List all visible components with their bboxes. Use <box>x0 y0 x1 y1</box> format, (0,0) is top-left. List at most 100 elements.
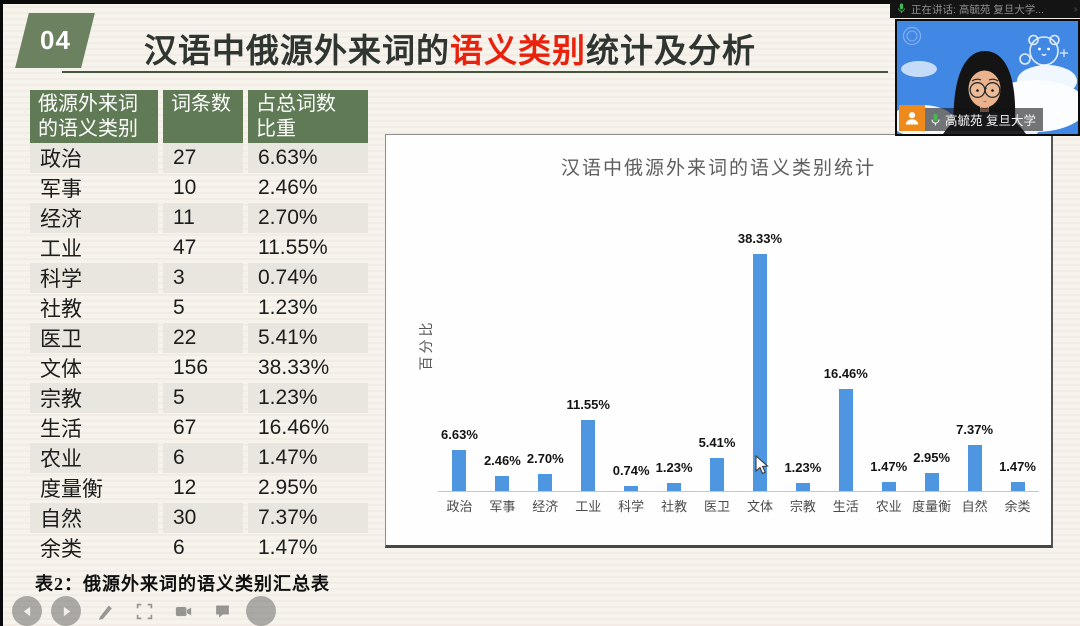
percent-cell: 16.46% <box>258 416 330 439</box>
count-cell: 30 <box>163 503 243 533</box>
bar <box>795 483 810 491</box>
bar-group: 1.23% 社教 <box>653 135 696 545</box>
table-row: 农业 6 1.47% <box>30 443 370 473</box>
percent-cell: 2.95% <box>258 476 318 499</box>
percent-cell: 6.63% <box>248 143 368 173</box>
bear-doodle <box>1019 34 1068 66</box>
x-axis-tick-label: 医卫 <box>704 499 731 514</box>
x-axis-tick-label: 工业 <box>575 499 602 514</box>
bar <box>924 473 939 491</box>
title-underline <box>62 71 888 73</box>
table-header-row: 俄源外来词 的语义类别 词条数 占总词数 比重 <box>30 90 370 143</box>
table-row: 政治 27 6.63% <box>30 143 370 173</box>
bar <box>581 420 596 491</box>
participant-video-tile[interactable]: 高毓苑 复旦大学 <box>895 19 1080 136</box>
participant-mic-icon <box>931 113 940 125</box>
category-cell: 宗教 <box>30 383 158 413</box>
bar <box>881 482 896 491</box>
banner-collapse-icon[interactable]: ›› <box>1073 3 1078 15</box>
slide-title-prefix: 汉语中俄源外来词的 <box>144 34 450 70</box>
bar <box>967 445 982 491</box>
slide-title: 汉语中俄源外来词的语义类别统计及分析 <box>144 24 756 72</box>
bar <box>667 483 682 491</box>
table-row: 医卫 22 5.41% <box>30 323 370 353</box>
bar-value-label: 11.55% <box>566 397 610 412</box>
count-cell: 47 <box>173 236 197 259</box>
bar-value-label: 38.33% <box>737 231 782 246</box>
table-row: 文体 156 38.33% <box>30 353 370 383</box>
bar-group: 16.46% 生活 <box>823 135 868 545</box>
bar-value-label: 1.47% <box>870 459 908 474</box>
bar-group: 1.23% 宗教 <box>781 135 824 545</box>
table-body: 政治 27 6.63% 军事 10 2.46% 经济 11 2.70% 工业 47 11.55% 科学 3… <box>30 143 370 563</box>
bar-value-label: 1.23% <box>655 460 693 475</box>
bar-group: 2.70% 经济 <box>524 135 567 545</box>
y-axis-label: 百分比 <box>418 319 434 371</box>
slide-title-suffix: 统计及分析 <box>586 34 756 70</box>
x-axis-tick-label: 社教 <box>661 499 688 514</box>
x-axis-tick-label: 军事 <box>489 499 516 514</box>
x-axis-tick-label: 余类 <box>1004 499 1031 514</box>
count-cell: 11 <box>163 203 243 233</box>
bar <box>495 476 510 491</box>
annotate-pen-button[interactable] <box>90 596 120 626</box>
table-caption: 表2：俄源外来词的语义类别汇总表 <box>35 574 330 594</box>
percent-cell: 1.47% <box>248 443 368 473</box>
count-cell: 27 <box>163 143 243 173</box>
prev-slide-button[interactable] <box>12 596 42 626</box>
category-cell: 社教 <box>40 297 82 321</box>
bar-group: 2.46% 军事 <box>481 135 524 545</box>
next-slide-button[interactable] <box>51 596 81 626</box>
speaking-banner: 正在讲话: 高毓苑 复旦大学... ›› <box>890 0 1080 18</box>
count-cell: 67 <box>173 416 197 439</box>
university-logo <box>902 26 922 46</box>
table-row: 自然 30 7.37% <box>30 503 370 533</box>
category-cell: 文体 <box>40 357 82 381</box>
bar <box>452 450 467 491</box>
table-header-cell: 俄源外来词 的语义类别 <box>30 90 158 143</box>
speaking-mic-icon <box>898 3 905 14</box>
x-axis-tick-label: 自然 <box>961 499 988 514</box>
percent-cell: 5.41% <box>248 323 368 353</box>
table-row: 工业 47 11.55% <box>30 233 370 263</box>
more-button[interactable] <box>246 596 276 626</box>
bar-group: 2.95% 度量衡 <box>910 135 953 545</box>
category-cell: 科学 <box>30 263 158 293</box>
bar <box>538 474 553 491</box>
category-cell: 度量衡 <box>40 477 103 501</box>
section-number: 04 <box>39 25 71 55</box>
category-cell: 自然 <box>30 503 158 533</box>
speaking-banner-text: 正在讲话: 高毓苑 复旦大学... <box>911 3 1045 16</box>
count-cell: 3 <box>163 263 243 293</box>
camera-button[interactable] <box>168 596 198 626</box>
x-axis-tick-label: 文体 <box>746 499 773 514</box>
bar-value-label: 1.47% <box>999 459 1036 474</box>
table-row: 军事 10 2.46% <box>30 173 370 203</box>
x-axis-tick-label: 政治 <box>446 499 473 514</box>
x-axis-line <box>438 491 1039 492</box>
bar-value-label: 1.23% <box>784 460 822 475</box>
percent-cell: 2.70% <box>248 203 368 233</box>
table-row: 度量衡 12 2.95% <box>30 473 370 503</box>
percent-cell: 1.47% <box>258 536 318 559</box>
category-cell: 余类 <box>40 537 82 561</box>
bar-value-label: 2.95% <box>913 450 951 465</box>
bar-value-label: 16.46% <box>823 366 868 381</box>
select-frame-button[interactable] <box>129 596 159 626</box>
count-cell: 10 <box>173 176 197 199</box>
category-cell: 医卫 <box>30 323 158 353</box>
semantic-category-table: 俄源外来词 的语义类别 词条数 占总词数 比重 政治 27 6.63% 军事 10 2.46% 经济… <box>30 90 370 563</box>
category-cell: 军事 <box>40 177 82 201</box>
bar-value-label: 2.46% <box>483 453 521 468</box>
bar-group: 7.37% 自然 <box>953 135 996 545</box>
table-header-cell: 词条数 <box>163 90 243 143</box>
bar-group: 11.55% 工业 <box>567 135 610 545</box>
bar-group: 38.33% 文体 <box>737 135 782 545</box>
window-top-edge <box>0 0 1080 4</box>
table-row: 余类 6 1.47% <box>30 533 370 563</box>
count-cell: 5 <box>173 296 185 319</box>
bar-value-label: 2.70% <box>526 451 564 466</box>
chat-button[interactable] <box>207 596 237 626</box>
table-row: 社教 5 1.23% <box>30 293 370 323</box>
